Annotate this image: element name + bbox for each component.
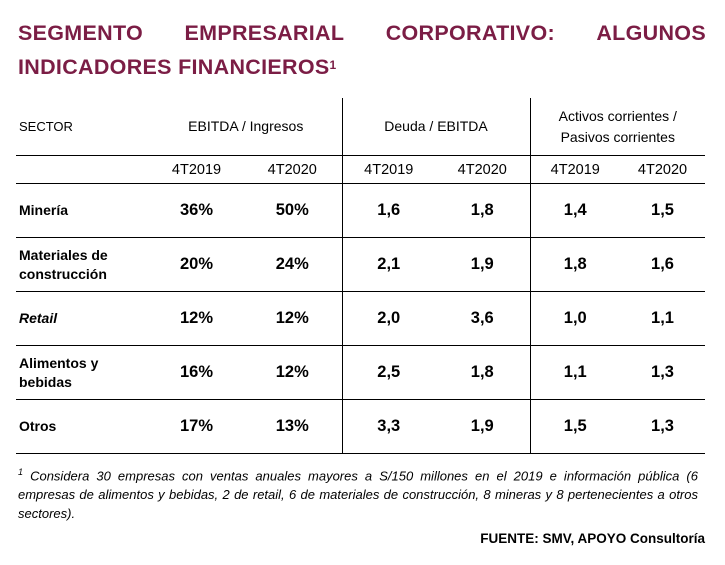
- title-word: SEGMENTO: [18, 21, 144, 45]
- value-cell: 2,5: [341, 345, 436, 400]
- table-row: Retail 12% 12% 2,0 3,6 1,0 1,1: [16, 291, 706, 346]
- value-cell: 1,5: [529, 399, 621, 454]
- footnote-text: Considera 30 empresas con ventas anuales…: [18, 468, 698, 522]
- value-cell: 1,8: [435, 345, 531, 400]
- value-cell: 12%: [150, 291, 243, 346]
- value-cell: 50%: [243, 183, 343, 238]
- table-row: Materiales de construcción 20% 24% 2,1 1,9 1,8…: [16, 237, 706, 292]
- table-row: Alimentos y bebidas 16% 12% 2,5 1,8 1,1 1,3: [16, 345, 706, 400]
- table-row: Otros 17% 13% 3,3 1,9 1,5 1,3: [16, 399, 706, 454]
- group-header-activos-pasivos: Activos corrientes / Pasivos corrientes: [529, 98, 706, 156]
- value-cell: 24%: [243, 237, 343, 292]
- value-cell: 1,8: [435, 183, 531, 238]
- value-cell: 17%: [150, 399, 243, 454]
- value-cell: 20%: [150, 237, 243, 292]
- title-word: ALGUNOS: [596, 21, 706, 45]
- title-word: CORPORATIVO:: [385, 21, 555, 45]
- sector-cell: Minería: [16, 183, 150, 238]
- value-cell: 1,8: [529, 237, 621, 292]
- sector-header-spacer: [16, 155, 150, 184]
- source-credit: FUENTE: SMV, APOYO Consultoría: [480, 531, 705, 546]
- footnote: 1 Considera 30 empresas con ventas anual…: [18, 463, 698, 523]
- value-cell: 1,4: [529, 183, 621, 238]
- period-header: 4T2019: [529, 155, 621, 184]
- financial-indicators-table: SECTOR EBITDA / Ingresos Deuda / EBITDA …: [16, 98, 706, 454]
- value-cell: 1,5: [620, 183, 706, 238]
- sector-cell: Otros: [16, 399, 150, 454]
- value-cell: 12%: [243, 345, 343, 400]
- title-footnote-mark: 1: [329, 58, 337, 72]
- value-cell: 2,1: [341, 237, 436, 292]
- value-cell: 1,1: [620, 291, 706, 346]
- value-cell: 1,6: [620, 237, 706, 292]
- title-line-1: SEGMENTO EMPRESARIAL CORPORATIVO: ALGUNO…: [18, 16, 706, 50]
- sector-cell: Materiales de construcción: [16, 237, 150, 292]
- period-header: 4T2020: [435, 155, 531, 184]
- value-cell: 36%: [150, 183, 243, 238]
- sector-cell: Retail: [16, 291, 150, 346]
- value-cell: 1,3: [620, 399, 706, 454]
- title-word: EMPRESARIAL: [184, 21, 345, 45]
- period-header: 4T2019: [341, 155, 436, 184]
- value-cell: 3,6: [435, 291, 531, 346]
- value-cell: 13%: [243, 399, 343, 454]
- value-cell: 1,9: [435, 399, 531, 454]
- table-row: Minería 36% 50% 1,6 1,8 1,4 1,5: [16, 183, 706, 238]
- period-header: 4T2020: [620, 155, 706, 184]
- page-title: SEGMENTO EMPRESARIAL CORPORATIVO: ALGUNO…: [18, 16, 706, 84]
- value-cell: 1,1: [529, 345, 621, 400]
- value-cell: 1,6: [341, 183, 436, 238]
- value-cell: 1,0: [529, 291, 621, 346]
- value-cell: 3,3: [341, 399, 436, 454]
- sector-cell: Alimentos y bebidas: [16, 345, 150, 400]
- period-header: 4T2019: [150, 155, 243, 184]
- period-header: 4T2020: [243, 155, 343, 184]
- value-cell: 16%: [150, 345, 243, 400]
- value-cell: 2,0: [341, 291, 436, 346]
- value-cell: 12%: [243, 291, 343, 346]
- footnote-mark: 1: [18, 467, 24, 477]
- sector-header: SECTOR: [19, 119, 73, 134]
- value-cell: 1,3: [620, 345, 706, 400]
- value-cell: 1,9: [435, 237, 531, 292]
- title-line-2: INDICADORES FINANCIEROS1: [18, 55, 337, 79]
- group-header-ebitda-ingresos: EBITDA / Ingresos: [188, 118, 304, 134]
- group-header-deuda-ebitda: Deuda / EBITDA: [341, 98, 531, 156]
